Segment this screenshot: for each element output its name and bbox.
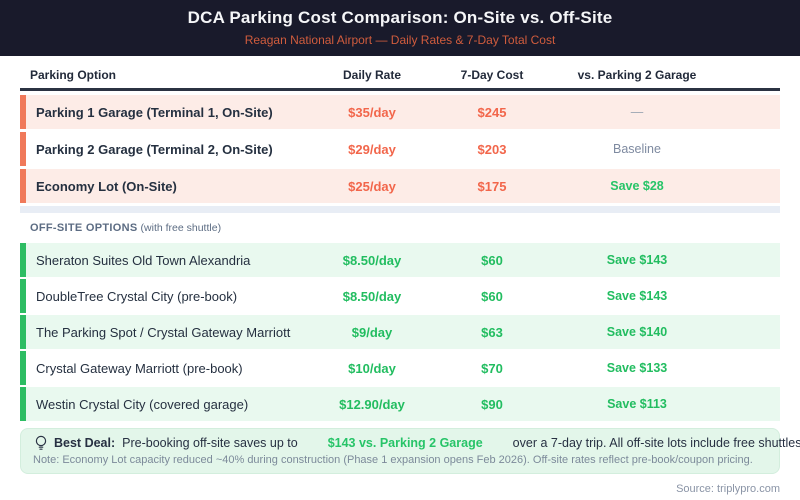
table-row: Economy Lot (On-Site) $25/day $175 Save … <box>20 169 780 203</box>
page-subtitle: Reagan National Airport — Daily Rates & … <box>244 33 556 47</box>
table-row: Sheraton Suites Old Town Alexandria $8.5… <box>20 243 780 277</box>
row-7day-cost: $245 <box>477 104 507 120</box>
source-credit: Source: triplypro.com <box>676 483 780 495</box>
column-header-parking-option: Parking Option <box>30 68 117 82</box>
footnote: Note: Economy Lot capacity reduced ~40% … <box>33 454 753 466</box>
table-row: Crystal Gateway Marriott (pre-book) $10/… <box>20 351 780 385</box>
row-vs-comparison: Baseline <box>613 142 661 156</box>
row-vs-comparison: Save $143 <box>606 253 668 267</box>
header: DCA Parking Cost Comparison: On-Site vs.… <box>0 0 800 56</box>
table-row: The Parking Spot / Crystal Gateway Marri… <box>20 315 780 349</box>
table-row: Parking 2 Garage (Terminal 2, On-Site) $… <box>20 132 780 166</box>
row-vs-comparison: — <box>630 105 644 119</box>
row-7day-cost: $175 <box>477 178 507 194</box>
row-vs-comparison: Save $28 <box>610 179 664 193</box>
best-deal-line: Best Deal: Pre-booking off-site saves up… <box>33 435 800 451</box>
best-deal-text-before: Pre-booking off-site saves up to <box>122 436 298 450</box>
row-parking-option: Parking 2 Garage (Terminal 2, On-Site) <box>36 141 273 157</box>
offsite-section-title: OFF-SITE OPTIONS <box>30 222 138 234</box>
onsite-rows-group: Parking 1 Garage (Terminal 1, On-Site) $… <box>20 95 780 203</box>
best-deal-highlight: $143 vs. Parking 2 Garage <box>327 436 483 450</box>
offsite-section-subtitle: (with free shuttle) <box>140 222 222 234</box>
row-7day-cost: $70 <box>481 360 503 376</box>
row-parking-option: Crystal Gateway Marriott (pre-book) <box>36 360 243 376</box>
row-daily-rate: $35/day <box>348 104 396 120</box>
row-vs-comparison: Save $113 <box>607 397 667 411</box>
row-daily-rate: $25/day <box>348 178 396 194</box>
lightbulb-icon <box>35 435 47 450</box>
column-header-7day-cost: 7-Day Cost <box>460 68 524 82</box>
row-parking-option: Economy Lot (On-Site) <box>36 178 177 194</box>
row-daily-rate: $12.90/day <box>339 396 405 412</box>
row-daily-rate: $10/day <box>348 360 396 376</box>
best-deal-text-after: over a 7-day trip. All off-site lots inc… <box>512 436 800 450</box>
row-7day-cost: $203 <box>477 141 507 157</box>
row-daily-rate: $9/day <box>351 324 393 340</box>
offsite-rows-group: Sheraton Suites Old Town Alexandria $8.5… <box>20 243 780 421</box>
row-vs-comparison: Save $133 <box>606 361 668 375</box>
table-header-row: Parking Option Daily Rate 7-Day Cost vs.… <box>20 68 780 91</box>
row-7day-cost: $63 <box>481 324 503 340</box>
offsite-section-label: OFF-SITE OPTIONS (with free shuttle) <box>20 216 780 239</box>
row-daily-rate: $29/day <box>348 141 396 157</box>
section-divider <box>20 206 780 213</box>
table-row: DoubleTree Crystal City (pre-book) $8.50… <box>20 279 780 313</box>
row-vs-comparison: Save $140 <box>606 325 668 339</box>
row-daily-rate: $8.50/day <box>342 252 402 268</box>
row-7day-cost: $60 <box>481 288 503 304</box>
column-header-vs-parking2: vs. Parking 2 Garage <box>577 68 697 82</box>
comparison-table: Parking Option Daily Rate 7-Day Cost vs.… <box>0 68 800 495</box>
row-daily-rate: $8.50/day <box>342 288 402 304</box>
row-parking-option: Westin Crystal City (covered garage) <box>36 396 249 412</box>
row-7day-cost: $60 <box>481 252 503 268</box>
row-parking-option: Sheraton Suites Old Town Alexandria <box>36 252 251 268</box>
column-header-daily-rate: Daily Rate <box>342 68 402 82</box>
row-parking-option: The Parking Spot / Crystal Gateway Marri… <box>36 324 291 340</box>
table-row: Westin Crystal City (covered garage) $12… <box>20 387 780 421</box>
best-deal-label: Best Deal: <box>54 436 116 450</box>
row-vs-comparison: Save $143 <box>606 289 668 303</box>
row-parking-option: Parking 1 Garage (Terminal 1, On-Site) <box>36 104 273 120</box>
row-7day-cost: $90 <box>481 396 503 412</box>
page-title: DCA Parking Cost Comparison: On-Site vs.… <box>187 8 613 27</box>
table-row: Parking 1 Garage (Terminal 1, On-Site) $… <box>20 95 780 129</box>
best-deal-callout: Best Deal: Pre-booking off-site saves up… <box>20 428 800 474</box>
row-parking-option: DoubleTree Crystal City (pre-book) <box>36 288 238 304</box>
